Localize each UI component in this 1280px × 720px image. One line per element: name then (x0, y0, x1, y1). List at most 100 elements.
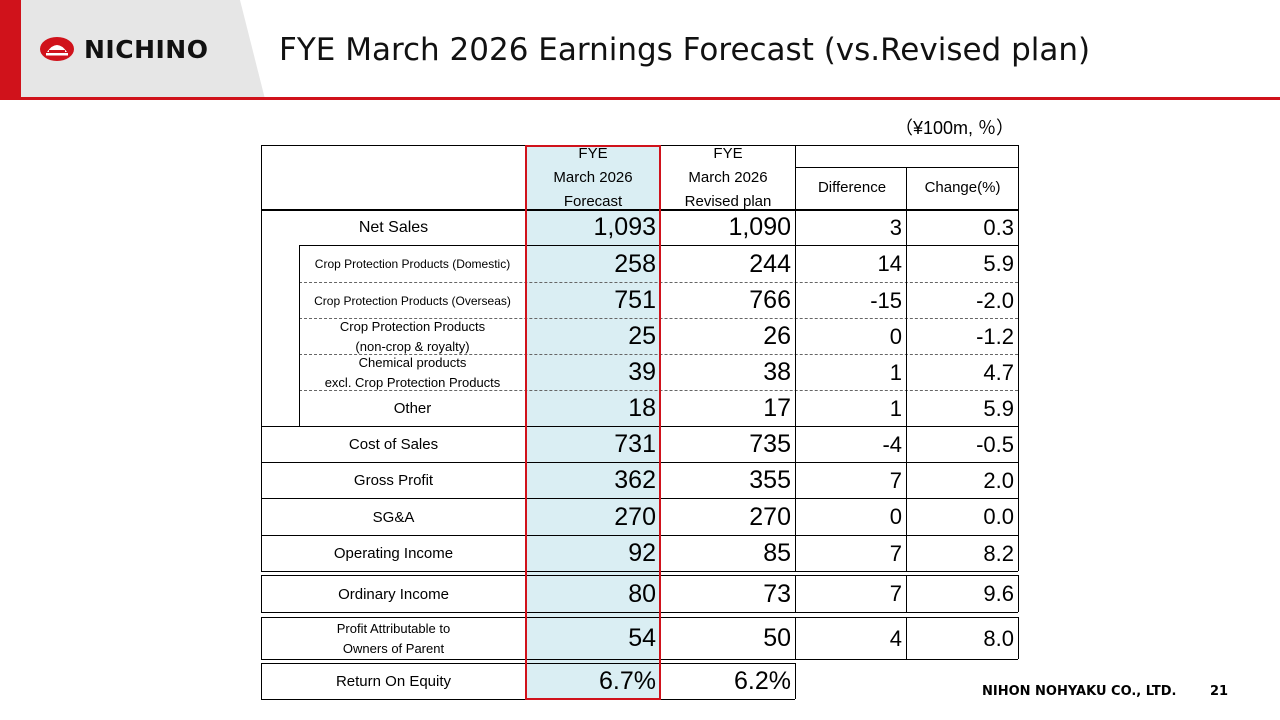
header-red-bar (0, 0, 21, 99)
cell-revised: 26 (763, 322, 791, 350)
grid-line (299, 245, 300, 426)
page-number: 21 (1210, 684, 1229, 699)
cell-difference: 14 (877, 251, 902, 276)
cell-forecast: 18 (628, 394, 656, 422)
forecast-column-highlight (525, 145, 660, 699)
cell-difference: 1 (889, 395, 902, 421)
cell-forecast: 731 (614, 430, 656, 458)
company-logo: NICHINO (38, 34, 208, 64)
cell-forecast: 362 (614, 466, 656, 494)
cell-forecast: 54 (628, 624, 656, 652)
grid-line (906, 167, 907, 571)
forecast-column-frame (525, 145, 661, 700)
row-label-gross-profit: Gross Profit (353, 472, 434, 489)
row-label-roe: Return On Equity (335, 673, 452, 690)
cell-forecast: 80 (628, 579, 656, 608)
grid-line (795, 663, 796, 699)
cell-change: 5.9 (983, 395, 1014, 421)
cell-forecast: 6.7% (599, 667, 656, 695)
cell-revised: 244 (749, 249, 791, 278)
grid-line (299, 390, 1018, 391)
grid-line (261, 498, 1018, 499)
cell-change: 8.0 (983, 625, 1014, 651)
cell-revised: 17 (763, 394, 791, 422)
header-difference: Difference (817, 179, 887, 196)
grid-line (261, 209, 1018, 211)
cell-forecast: 92 (628, 539, 656, 567)
cell-difference: 4 (889, 625, 902, 651)
cell-revised: 73 (763, 579, 791, 608)
cell-revised: 355 (749, 466, 791, 494)
grid-line (796, 167, 1018, 168)
grid-line (261, 145, 262, 571)
grid-line (795, 145, 796, 571)
grid-line (261, 535, 1018, 536)
grid-line (299, 318, 1018, 319)
cell-change: 0.0 (983, 504, 1014, 529)
cell-difference: -4 (882, 431, 902, 457)
grid-line (261, 663, 262, 699)
cell-revised: 6.2% (734, 667, 791, 695)
grid-line (795, 617, 796, 659)
grid-line (906, 617, 907, 659)
grid-line (906, 575, 907, 612)
grid-line (795, 575, 796, 612)
cell-forecast: 751 (614, 286, 656, 314)
row-label-net-sales: Net Sales (358, 218, 429, 236)
grid-line (261, 659, 1018, 660)
cell-change: 0.3 (983, 214, 1014, 240)
cell-difference: 7 (889, 467, 902, 493)
grid-line (1018, 575, 1019, 612)
header-forecast: FYE March 2026 Forecast (553, 145, 633, 210)
cell-revised: 1,090 (728, 213, 791, 241)
grid-line (261, 575, 262, 612)
row-label-cpp-overseas: Crop Protection Products (Overseas) (314, 293, 511, 308)
cell-forecast: 258 (614, 249, 656, 278)
row-label-profit-attributable: Profit Attributable to Owners of Parent (336, 621, 451, 656)
cell-revised: 38 (763, 358, 791, 386)
row-label-ordinary-income: Ordinary Income (338, 585, 449, 603)
cell-change: 2.0 (983, 467, 1014, 493)
cell-change: -2.0 (976, 287, 1014, 313)
cell-change: 8.2 (983, 540, 1014, 566)
cell-difference: 1 (889, 359, 902, 385)
cell-revised: 50 (763, 624, 791, 652)
grid-line (261, 575, 1018, 576)
grid-line (1018, 617, 1019, 659)
cell-difference: -15 (870, 287, 902, 313)
cell-forecast: 25 (628, 322, 656, 350)
grid-line (261, 612, 1018, 613)
cell-forecast: 270 (614, 502, 656, 531)
unit-note: （¥100m, ％） (895, 118, 1015, 138)
cell-change: 4.7 (983, 359, 1014, 385)
grid-line (299, 282, 1018, 283)
row-label-operating-income: Operating Income (333, 545, 454, 562)
cell-difference: 7 (889, 540, 902, 566)
grid-line (261, 462, 1018, 463)
logo-wordmark: NICHINO (84, 34, 209, 64)
header-divider (0, 97, 1280, 100)
nichino-emblem-icon (40, 37, 74, 61)
row-label-other: Other (393, 400, 432, 417)
cell-revised: 766 (749, 286, 791, 314)
cell-forecast: 1,093 (593, 213, 656, 241)
grid-line (261, 571, 1018, 572)
row-label-cost-of-sales: Cost of Sales (348, 436, 439, 453)
row-label-cpp-domestic: Crop Protection Products (Domestic) (314, 257, 511, 271)
footer-company: NIHON NOHYAKU CO., LTD. (982, 684, 1177, 699)
cell-revised: 85 (763, 539, 791, 567)
page-title: FYE March 2026 Earnings Forecast (vs.Rev… (279, 32, 1091, 68)
cell-change: -0.5 (976, 431, 1014, 457)
cell-difference: 0 (889, 504, 902, 529)
cell-revised: 735 (749, 430, 791, 458)
grid-line (1018, 145, 1019, 571)
header-revised-plan: FYE March 2026 Revised plan (684, 145, 772, 210)
grid-line (261, 663, 795, 664)
grid-line (299, 245, 1018, 246)
cell-difference: 3 (889, 214, 902, 240)
cell-change: 5.9 (983, 251, 1014, 276)
grid-line (261, 617, 1018, 618)
grid-line (261, 426, 1018, 427)
cell-difference: 0 (889, 323, 902, 349)
row-label-chemical-products: Chemical products excl. Crop Protection … (324, 355, 501, 390)
